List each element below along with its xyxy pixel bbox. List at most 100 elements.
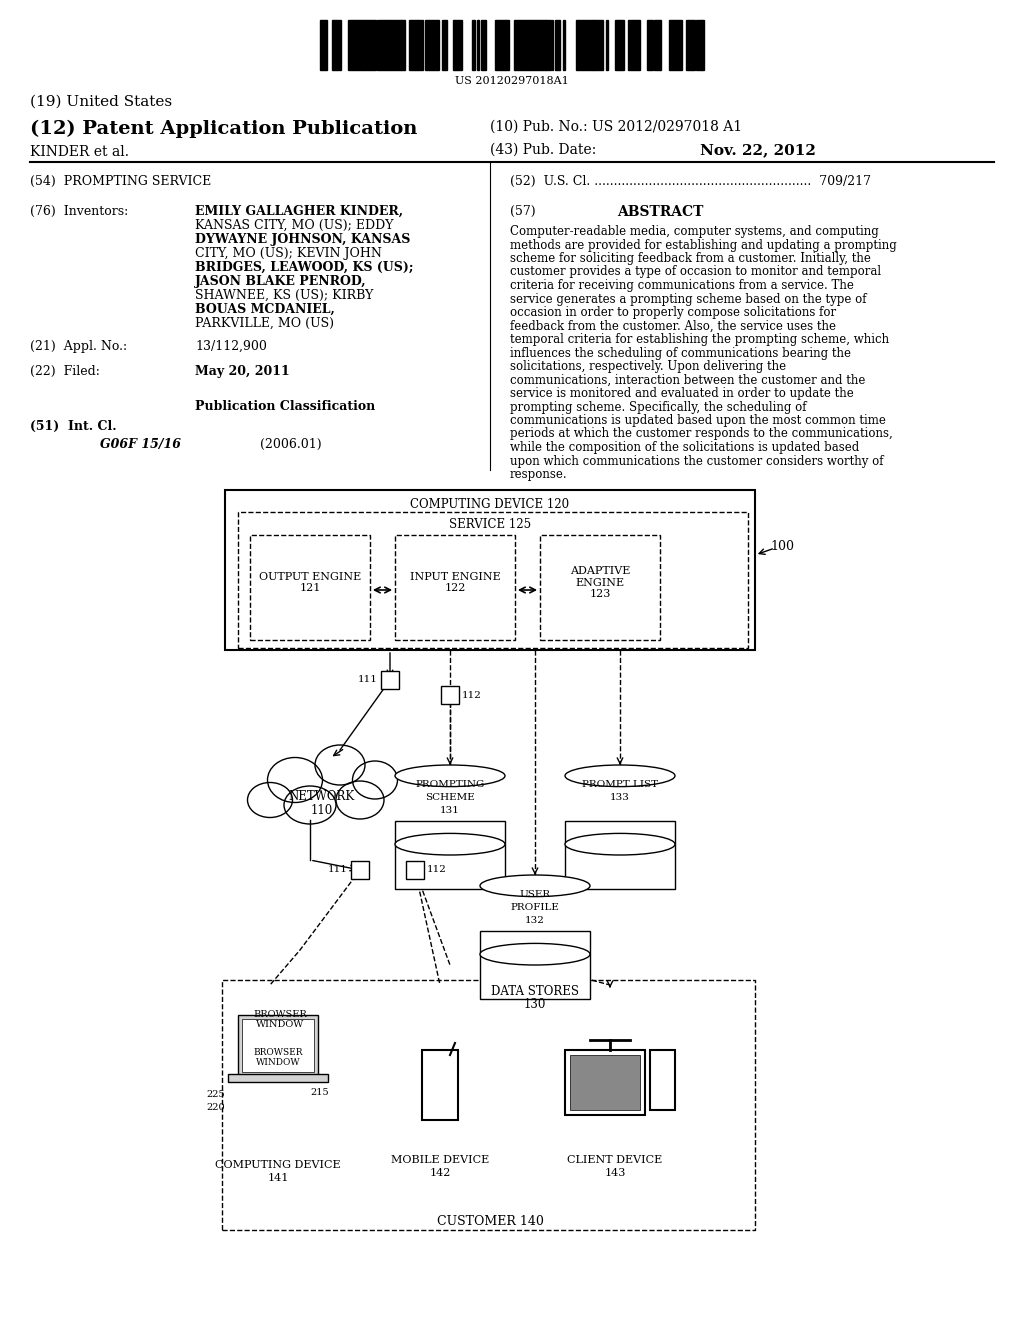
Text: periods at which the customer responds to the communications,: periods at which the customer responds t… — [510, 428, 893, 441]
Text: 141: 141 — [267, 1173, 289, 1183]
Text: solicitations, respectively. Upon delivering the: solicitations, respectively. Upon delive… — [510, 360, 786, 374]
Bar — [615, 20, 618, 70]
Text: NETWORK: NETWORK — [289, 789, 355, 803]
Bar — [395, 821, 505, 890]
Text: (76)  Inventors:: (76) Inventors: — [30, 205, 128, 218]
Bar — [402, 20, 404, 70]
Bar — [396, 20, 401, 70]
Bar — [406, 861, 424, 879]
Text: (54)  PROMPTING SERVICE: (54) PROMPTING SERVICE — [30, 176, 211, 187]
Bar — [358, 20, 361, 70]
Text: BROWSER
WINDOW: BROWSER WINDOW — [253, 1048, 303, 1068]
Text: feedback from the customer. Also, the service uses the: feedback from the customer. Also, the se… — [510, 319, 836, 333]
Bar — [222, 979, 755, 1230]
Text: JASON BLAKE PENROD,: JASON BLAKE PENROD, — [195, 275, 367, 288]
Ellipse shape — [480, 875, 590, 896]
Text: 13/112,900: 13/112,900 — [195, 341, 267, 352]
Text: (51)  Int. Cl.: (51) Int. Cl. — [30, 420, 117, 433]
Bar — [670, 20, 674, 70]
Bar — [542, 20, 545, 70]
Bar — [696, 20, 701, 70]
Text: 215: 215 — [310, 1088, 329, 1097]
Bar — [565, 821, 675, 890]
Bar — [598, 20, 603, 70]
Bar — [649, 20, 653, 70]
Text: 112: 112 — [462, 690, 482, 700]
Bar — [382, 20, 386, 70]
Ellipse shape — [315, 744, 365, 785]
Bar — [650, 1049, 675, 1110]
Bar — [354, 20, 358, 70]
Text: (43) Pub. Date:: (43) Pub. Date: — [490, 143, 596, 157]
Text: May 20, 2011: May 20, 2011 — [195, 366, 290, 378]
Bar — [361, 20, 362, 70]
Bar — [453, 20, 455, 70]
Bar — [437, 20, 439, 70]
Bar — [528, 20, 530, 70]
Bar — [371, 20, 376, 70]
Bar — [606, 20, 608, 70]
Bar — [520, 20, 525, 70]
Bar — [377, 20, 382, 70]
Ellipse shape — [336, 781, 384, 818]
Text: Nov. 22, 2012: Nov. 22, 2012 — [700, 143, 816, 157]
Text: PARKVILLE, MO (US): PARKVILLE, MO (US) — [195, 317, 334, 330]
Text: SCHEME: SCHEME — [425, 793, 475, 803]
Bar — [238, 512, 748, 648]
Text: 131: 131 — [440, 807, 460, 814]
Text: ABSTRACT: ABSTRACT — [616, 205, 703, 219]
Text: scheme for soliciting feedback from a customer. Initially, the: scheme for soliciting feedback from a cu… — [510, 252, 870, 265]
Text: ADAPTIVE
ENGINE
123: ADAPTIVE ENGINE 123 — [569, 566, 630, 599]
Text: (12) Patent Application Publication: (12) Patent Application Publication — [30, 120, 418, 139]
Bar — [674, 20, 678, 70]
Bar — [540, 535, 660, 640]
Text: while the composition of the solicitations is updated based: while the composition of the solicitatio… — [510, 441, 859, 454]
Bar — [654, 20, 659, 70]
Bar — [678, 20, 682, 70]
Bar — [530, 20, 532, 70]
Bar — [702, 20, 705, 70]
Ellipse shape — [267, 758, 323, 803]
Bar — [415, 20, 417, 70]
Text: INPUT ENGINE
122: INPUT ENGINE 122 — [410, 572, 501, 593]
Bar — [582, 20, 587, 70]
Bar — [250, 535, 370, 640]
Text: response.: response. — [510, 469, 567, 480]
Ellipse shape — [395, 766, 505, 787]
Text: 130: 130 — [524, 998, 546, 1011]
Text: prompting scheme. Specifically, the scheduling of: prompting scheme. Specifically, the sche… — [510, 400, 807, 413]
Text: Publication Classification: Publication Classification — [195, 400, 375, 413]
Text: 111: 111 — [328, 866, 348, 874]
Text: KINDER et al.: KINDER et al. — [30, 145, 129, 158]
Ellipse shape — [565, 766, 675, 787]
Bar — [334, 20, 336, 70]
Text: methods are provided for establishing and updating a prompting: methods are provided for establishing an… — [510, 239, 897, 252]
Text: communications is updated based upon the most common time: communications is updated based upon the… — [510, 414, 886, 426]
Text: 220: 220 — [207, 1104, 225, 1111]
Bar — [480, 931, 590, 999]
Bar — [506, 20, 509, 70]
Bar — [228, 1074, 328, 1082]
Text: G06F 15/16: G06F 15/16 — [100, 438, 181, 451]
Ellipse shape — [352, 762, 397, 799]
Bar — [686, 20, 688, 70]
Bar — [321, 20, 324, 70]
Bar — [532, 20, 537, 70]
Text: CITY, MO (US); KEVIN JOHN: CITY, MO (US); KEVIN JOHN — [195, 247, 382, 260]
Text: 100: 100 — [770, 540, 794, 553]
Bar — [391, 20, 396, 70]
Text: (10) Pub. No.: US 2012/0297018 A1: (10) Pub. No.: US 2012/0297018 A1 — [490, 120, 742, 135]
Bar — [348, 20, 353, 70]
Text: influences the scheduling of communications bearing the: influences the scheduling of communicati… — [510, 346, 851, 359]
Text: US 20120297018A1: US 20120297018A1 — [455, 77, 569, 86]
Ellipse shape — [395, 833, 505, 855]
Bar — [515, 20, 520, 70]
Text: service is monitored and evaluated in order to update the: service is monitored and evaluated in or… — [510, 387, 854, 400]
Text: PROFILE: PROFILE — [511, 903, 559, 912]
Ellipse shape — [480, 944, 590, 965]
Bar — [429, 20, 434, 70]
Ellipse shape — [565, 833, 675, 855]
Bar — [422, 1049, 458, 1119]
Bar — [242, 1019, 314, 1072]
Bar — [418, 20, 423, 70]
